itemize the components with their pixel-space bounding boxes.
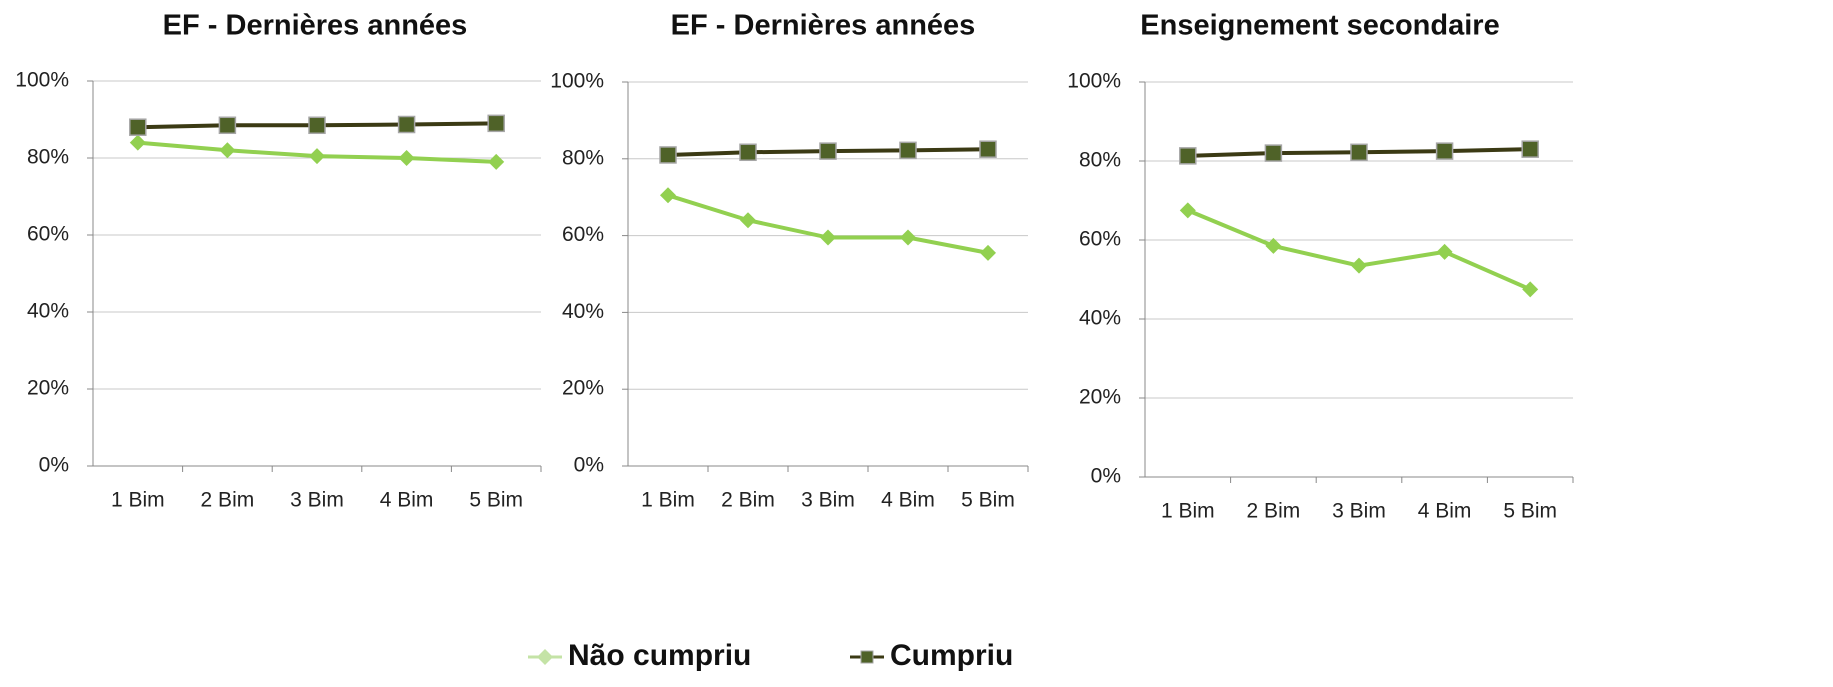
point (739, 143, 757, 162)
x-tick-label: 1 Bim (1161, 500, 1215, 523)
chart-title: EF - Dernières années (671, 10, 976, 42)
x-tick-label: 1 Bim (111, 489, 165, 512)
y-tick-label: 20% (27, 377, 69, 400)
point (1179, 147, 1197, 165)
x-tick-label: 5 Bim (1503, 500, 1557, 523)
x-tick-label: 5 Bim (961, 489, 1015, 512)
chart-title: EF - Dernières années (163, 10, 468, 42)
x-tick-label: 3 Bim (1332, 500, 1386, 523)
x-tick-label: 4 Bim (1418, 500, 1472, 523)
x-tick-label: 4 Bim (881, 489, 935, 512)
point (1179, 202, 1196, 219)
point (1436, 243, 1453, 260)
point (1350, 143, 1368, 162)
point (660, 187, 676, 204)
y-tick-label: 20% (1079, 386, 1121, 409)
x-tick-label: 3 Bim (801, 489, 855, 512)
point (129, 134, 146, 151)
point (309, 148, 325, 165)
point (218, 116, 237, 135)
x-tick-label: 4 Bim (380, 489, 434, 512)
y-tick-label: 100% (15, 69, 69, 92)
y-tick-label: 20% (562, 377, 604, 400)
legend-marker (860, 650, 874, 664)
point (1522, 281, 1539, 298)
x-tick-label: 3 Bim (290, 489, 344, 512)
y-tick-label: 80% (27, 146, 69, 169)
y-tick-label: 60% (1079, 228, 1121, 251)
point (1521, 140, 1539, 158)
y-tick-label: 40% (27, 300, 69, 323)
y-tick-label: 0% (1091, 465, 1121, 488)
point (819, 142, 837, 160)
legend-label: Cumpriu (890, 639, 1013, 672)
y-tick-label: 80% (562, 146, 604, 169)
point (398, 150, 415, 166)
point (488, 153, 505, 170)
y-tick-label: 100% (550, 70, 604, 93)
point (900, 229, 916, 246)
legend-label: Não cumpriu (568, 639, 751, 672)
point (820, 229, 836, 246)
point (487, 114, 505, 133)
y-tick-label: 0% (574, 454, 604, 477)
y-tick-label: 40% (1079, 307, 1121, 330)
y-tick-label: 0% (39, 454, 69, 477)
point (740, 212, 756, 229)
y-tick-label: 60% (562, 223, 604, 246)
point (1265, 237, 1282, 254)
point (219, 142, 236, 159)
point (397, 115, 416, 134)
y-tick-label: 60% (27, 223, 69, 246)
y-tick-label: 80% (1079, 149, 1121, 172)
point (1351, 257, 1367, 274)
chart-title: Enseignement secondaire (1140, 10, 1499, 42)
point (129, 118, 147, 136)
y-tick-label: 40% (562, 300, 604, 323)
x-tick-label: 2 Bim (201, 489, 255, 512)
point (980, 244, 996, 261)
point (1435, 142, 1454, 160)
x-tick-label: 5 Bim (469, 489, 523, 512)
point (1264, 144, 1283, 162)
x-tick-label: 2 Bim (721, 489, 775, 512)
point (659, 146, 677, 164)
point (308, 116, 326, 135)
series-line (1187, 208, 1532, 292)
point (899, 141, 917, 160)
y-tick-label: 100% (1067, 70, 1121, 93)
x-tick-label: 2 Bim (1247, 500, 1301, 523)
legend-marker (537, 649, 553, 665)
point (979, 140, 997, 158)
x-tick-label: 1 Bim (641, 489, 695, 512)
